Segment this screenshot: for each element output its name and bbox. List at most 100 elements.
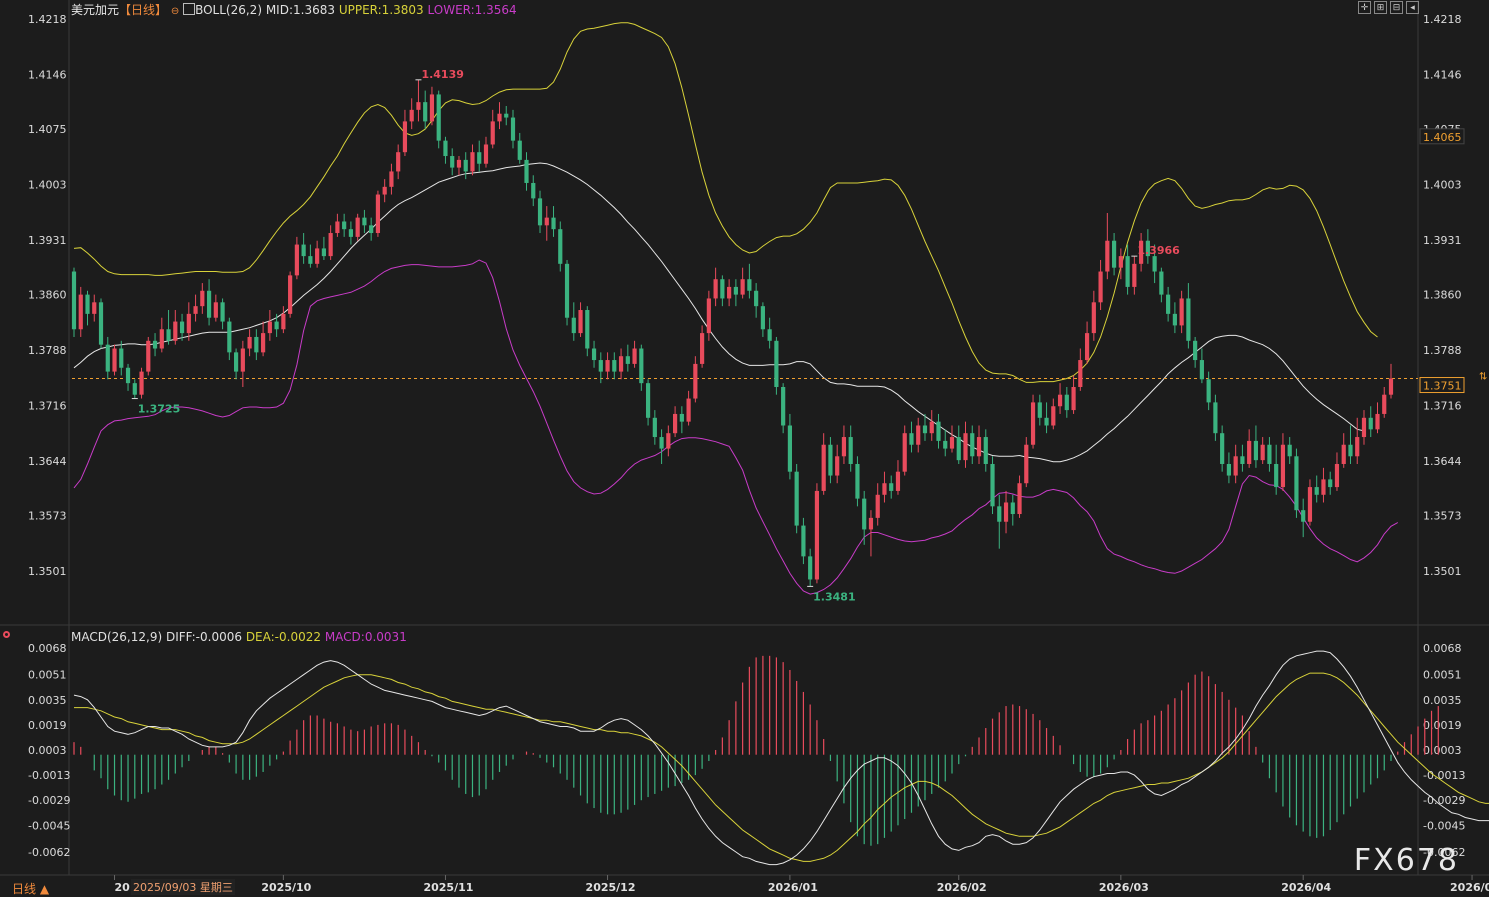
candle-body — [862, 498, 867, 530]
candle — [1199, 348, 1204, 384]
candle — [821, 433, 826, 495]
candle — [943, 429, 948, 457]
candle — [294, 236, 299, 280]
candle-body — [139, 371, 144, 395]
candle — [1375, 402, 1380, 434]
low-label: 1.3725 — [138, 403, 180, 416]
candle — [983, 429, 988, 472]
candle — [794, 463, 799, 534]
candle — [125, 363, 131, 391]
candle-body — [233, 352, 239, 372]
candle-body — [632, 348, 637, 364]
candle — [936, 413, 941, 449]
candle — [848, 425, 853, 472]
candle-body — [936, 421, 941, 441]
boll-label[interactable]: BOLL(26,2) — [195, 3, 262, 17]
macd-tick-left: 0.0035 — [28, 694, 67, 707]
boll-lower-line — [73, 259, 1399, 595]
candle-body — [119, 348, 124, 368]
candle-body — [240, 348, 245, 372]
candle-body — [308, 256, 313, 264]
candle — [274, 313, 279, 337]
candle — [1287, 437, 1292, 464]
candle — [85, 290, 90, 326]
candle — [335, 213, 340, 237]
candle — [787, 413, 793, 480]
candle-body — [808, 556, 813, 580]
candle-body — [396, 152, 401, 172]
candle — [537, 190, 543, 234]
candle — [882, 471, 887, 503]
rewind-icon[interactable]: ◂ — [1406, 1, 1419, 14]
candle-body — [1388, 378, 1394, 395]
candle-body — [801, 525, 806, 557]
candle-body — [754, 290, 759, 307]
candle — [477, 140, 482, 172]
time-tick-label: 2026/05 — [1450, 881, 1489, 894]
candle-body — [659, 437, 664, 449]
candle — [632, 340, 637, 368]
candle — [585, 306, 590, 357]
candle — [598, 352, 603, 384]
candle — [416, 79, 421, 122]
candle — [1274, 444, 1279, 495]
candle-body — [605, 360, 610, 372]
candle-body — [1172, 313, 1177, 326]
candle — [1334, 452, 1340, 491]
macd-diff-line — [73, 650, 1489, 866]
candle-body — [544, 217, 549, 226]
candle — [591, 340, 597, 368]
price-tick-left: 1.4146 — [28, 68, 67, 81]
candle — [618, 348, 624, 380]
candle-body — [1084, 333, 1090, 361]
macd-label[interactable]: MACD(26,12,9) — [71, 630, 163, 644]
candle-body — [1267, 444, 1272, 464]
zoom-out-icon[interactable]: ⊟ — [1390, 1, 1403, 14]
candle — [1132, 256, 1137, 295]
indicator-icon[interactable] — [183, 3, 196, 15]
macd-tick-right: 0.0068 — [1423, 642, 1462, 655]
candle — [119, 340, 124, 376]
candle-body — [186, 313, 191, 334]
candle — [672, 406, 678, 438]
candle — [754, 283, 759, 318]
panel-marker-icon[interactable] — [3, 631, 10, 638]
macd-tick-left: -0.0029 — [28, 794, 70, 807]
highlight-price-tag — [1419, 128, 1465, 145]
candle — [625, 344, 630, 372]
candle-body — [1024, 444, 1029, 484]
candle — [578, 302, 583, 337]
candle — [1071, 375, 1076, 414]
candle — [402, 109, 408, 157]
candle — [841, 425, 847, 464]
candle-body — [848, 437, 853, 464]
candle — [1294, 448, 1299, 518]
candle-body — [564, 263, 570, 318]
candle-body — [146, 340, 151, 372]
candle — [564, 259, 570, 326]
candle-body — [1064, 394, 1069, 411]
price-tick-left: 1.3716 — [28, 399, 67, 412]
boll-upper-line — [73, 22, 1378, 383]
candle — [659, 429, 664, 464]
candle — [956, 425, 961, 464]
candle-body — [781, 387, 786, 426]
candle-body — [1382, 394, 1387, 414]
period-button[interactable]: 日线 ▲ — [12, 882, 50, 896]
crosshair-icon[interactable]: ✛ — [1358, 1, 1371, 14]
candle-body — [281, 313, 286, 330]
candle — [267, 310, 272, 341]
candle-body — [713, 279, 718, 299]
candle-body — [443, 140, 448, 157]
candle — [78, 286, 83, 337]
candle-body — [990, 463, 995, 507]
candle-body — [524, 159, 529, 183]
candle — [497, 102, 502, 130]
candle — [612, 352, 617, 380]
candle-body — [686, 398, 691, 422]
zoom-in-icon[interactable]: ⊞ — [1374, 1, 1387, 14]
candle-body — [348, 229, 354, 237]
settings-icon[interactable]: ⊖ — [170, 6, 180, 17]
candle — [288, 271, 293, 318]
candle-body — [1132, 263, 1137, 287]
